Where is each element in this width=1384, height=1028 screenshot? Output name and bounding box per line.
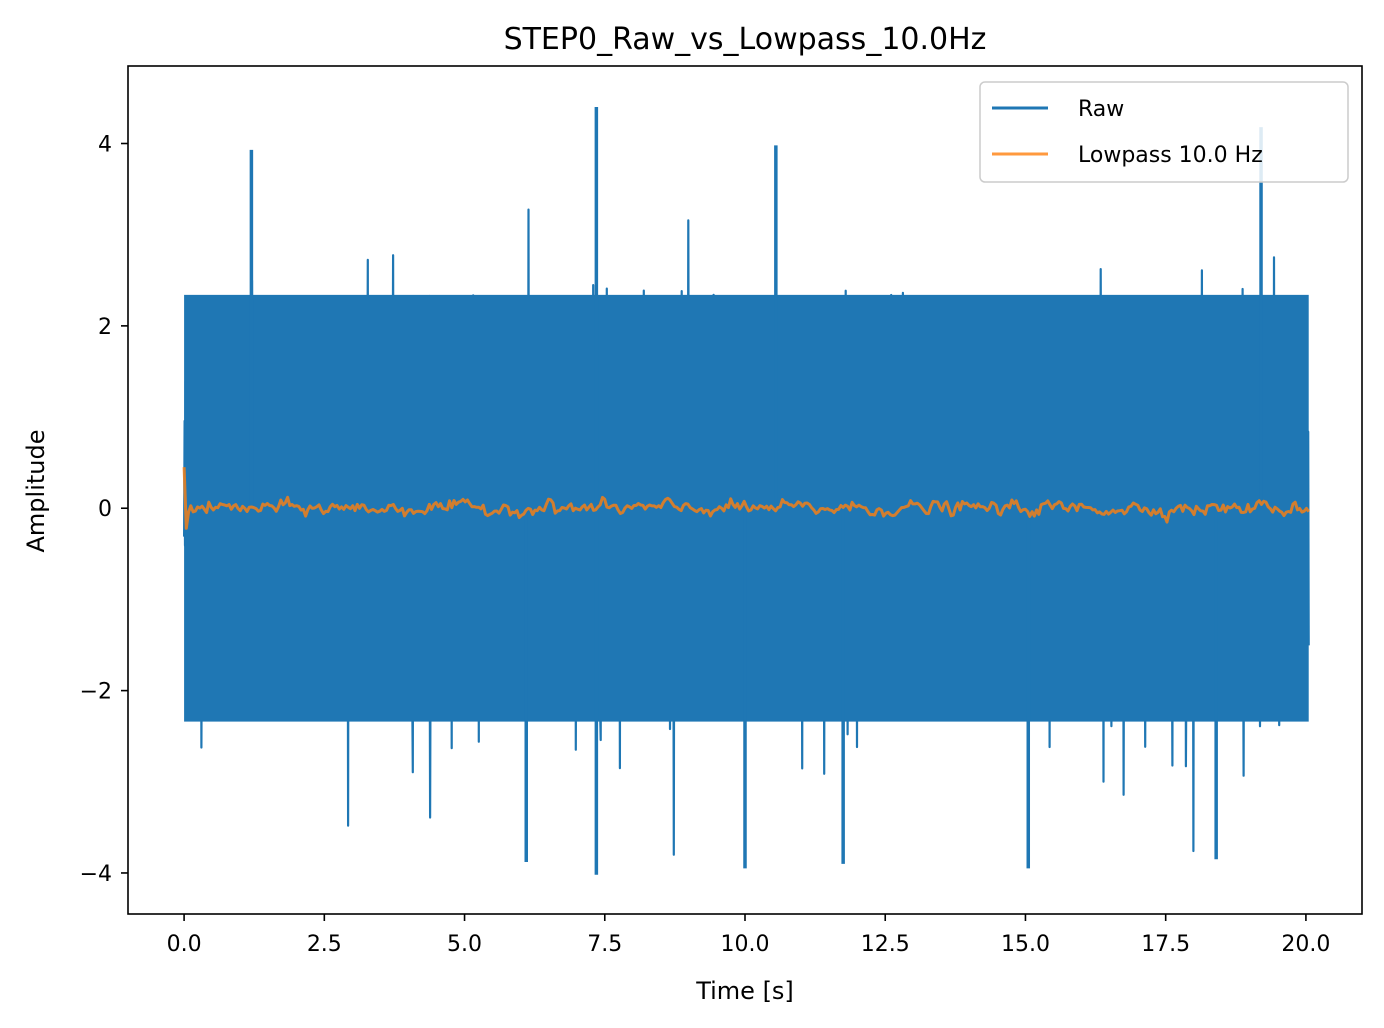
y-tick-label: −2 xyxy=(80,680,112,705)
y-tick-label: −4 xyxy=(80,862,112,887)
legend-label: Raw xyxy=(1078,97,1124,122)
x-tick-label: 2.5 xyxy=(307,932,342,957)
x-tick-label: 15.0 xyxy=(1001,932,1050,957)
legend-label: Lowpass 10.0 Hz xyxy=(1078,143,1263,168)
y-tick-label: 2 xyxy=(98,315,112,340)
chart-title: STEP0_Raw_vs_Lowpass_10.0Hz xyxy=(504,22,987,57)
x-tick-label: 0.0 xyxy=(167,932,202,957)
lowpass-series-line xyxy=(182,467,1310,530)
y-tick-label: 4 xyxy=(98,133,112,158)
x-axis-label: Time [s] xyxy=(695,977,794,1005)
x-tick-label: 7.5 xyxy=(587,932,622,957)
legend: Raw Lowpass 10.0 Hz xyxy=(979,81,1349,183)
plot-area xyxy=(182,107,1310,875)
y-axis-label: Amplitude xyxy=(22,430,50,553)
x-tick-label: 12.5 xyxy=(861,932,910,957)
x-tick-label: 20.0 xyxy=(1281,932,1330,957)
axes: 0.0 2.5 5.0 7.5 10.0 12.5 15.0 17.5 20.0 −4 −2 0 2 4 xyxy=(80,65,1363,957)
legend-box xyxy=(979,81,1349,183)
x-tick-label: 10.0 xyxy=(721,932,770,957)
x-tick-label: 5.0 xyxy=(447,932,482,957)
x-tick-label: 17.5 xyxy=(1141,932,1190,957)
y-tick-label: 0 xyxy=(98,497,112,522)
